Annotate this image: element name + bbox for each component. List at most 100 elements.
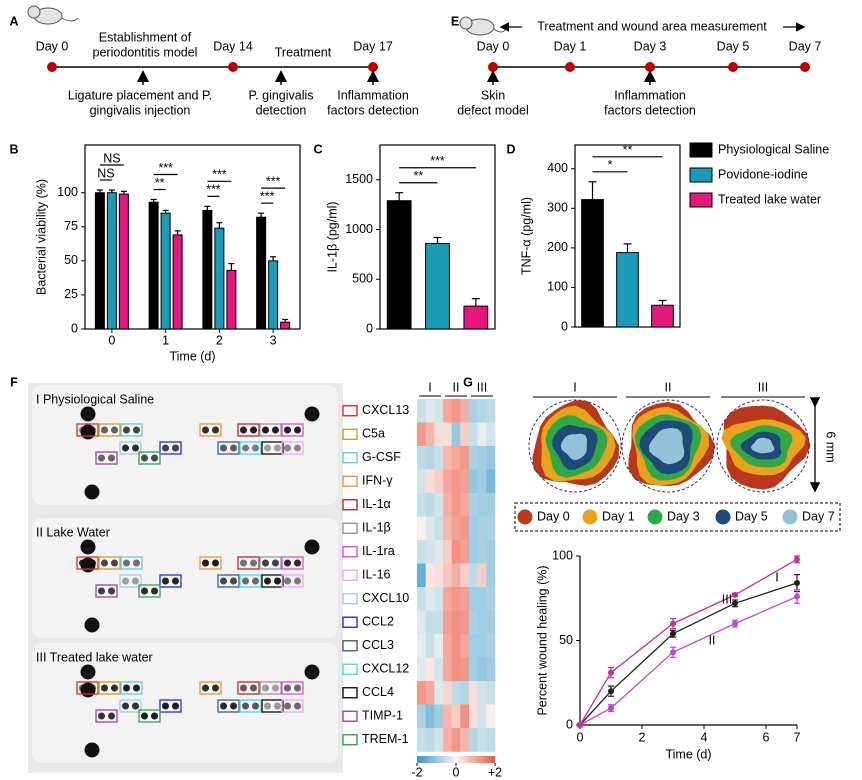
spot xyxy=(250,559,257,567)
legend-swatch xyxy=(689,167,713,183)
spot xyxy=(172,702,179,710)
heatmap-cell xyxy=(469,493,478,517)
heatmap-cell xyxy=(469,540,478,564)
colorbar-label: 0 xyxy=(453,765,460,779)
spot xyxy=(89,559,96,567)
panel-label: F xyxy=(10,375,18,389)
bar xyxy=(226,269,237,330)
row-color-key xyxy=(342,428,358,440)
heatmap-cell xyxy=(486,634,496,658)
blot-membrane xyxy=(32,643,338,763)
row-label: G-CSF xyxy=(362,450,401,464)
row-color-key xyxy=(342,734,358,746)
spot xyxy=(230,444,237,452)
heatmap-cell xyxy=(417,422,426,447)
step-label: gingivalis injection xyxy=(90,103,191,117)
spot-box xyxy=(95,584,118,598)
legend-label: Physiological Saline xyxy=(718,142,829,156)
heatmap-cell xyxy=(425,469,435,494)
mouse-icon xyxy=(27,5,79,25)
heatmap-cell xyxy=(477,422,487,447)
x-tick-label: 7 xyxy=(794,730,801,744)
spot-box xyxy=(237,556,260,570)
y-axis-label: IL-1β (pg/ml) xyxy=(325,201,339,272)
legend-marker xyxy=(782,509,798,525)
heatmap-cell xyxy=(451,563,461,588)
y-tick-label: 300 xyxy=(547,201,568,215)
row-color-key xyxy=(342,546,358,558)
reference-spot xyxy=(80,664,96,680)
row-label: TIMP-1 xyxy=(362,709,403,723)
heatmap-cell xyxy=(477,563,487,588)
spot xyxy=(89,684,96,692)
reference-spot xyxy=(84,617,100,633)
heatmap-cell xyxy=(486,681,496,705)
bar xyxy=(651,304,674,328)
heatmap-cell xyxy=(425,610,435,635)
heatmap-cell xyxy=(443,469,452,494)
row-label: CCL4 xyxy=(362,685,394,699)
reference-spot xyxy=(80,539,96,555)
heatmap-cell xyxy=(460,681,470,705)
group-label: II xyxy=(665,380,672,394)
heatmap-cell xyxy=(460,540,470,564)
spot-box xyxy=(261,441,284,455)
y-tick-label: 50 xyxy=(559,633,573,647)
spot xyxy=(294,426,301,434)
x-tick-label: 2 xyxy=(216,333,223,347)
point xyxy=(732,600,738,607)
row-label: CCL3 xyxy=(362,638,394,652)
heatmap-cell xyxy=(434,540,444,564)
spot xyxy=(212,684,219,692)
significance-label: *** xyxy=(430,154,445,168)
spot xyxy=(98,454,105,462)
point xyxy=(608,669,614,676)
legend-label: Povidone-iodine xyxy=(718,167,808,181)
bar xyxy=(172,234,183,330)
spot xyxy=(133,559,140,567)
spot-box xyxy=(281,441,304,455)
spot xyxy=(123,684,130,692)
spot xyxy=(252,444,259,452)
spot xyxy=(284,444,291,452)
spot xyxy=(230,702,237,710)
wound-outline xyxy=(716,399,810,493)
colorbar-label: -2 xyxy=(411,765,422,779)
heatmap-cell xyxy=(425,634,435,658)
row-label: IL-1α xyxy=(362,497,391,511)
legend-label: Day 0 xyxy=(537,509,570,523)
heatmap-cell xyxy=(460,446,470,470)
row-label: CXCL10 xyxy=(362,591,409,605)
spot xyxy=(250,426,257,434)
y-tick-label: 0 xyxy=(561,319,568,333)
bar xyxy=(616,252,639,328)
spot xyxy=(162,577,169,585)
heatmap-cell xyxy=(477,399,487,423)
heatmap-cell xyxy=(460,516,470,541)
group-label: I xyxy=(573,380,576,394)
spot xyxy=(98,712,105,720)
spot xyxy=(242,577,249,585)
scale-label: 6 mm xyxy=(824,431,838,462)
row-color-key xyxy=(342,593,358,605)
heatmap-cell xyxy=(417,634,426,658)
spot xyxy=(212,559,219,567)
y-tick-label: 100 xyxy=(57,185,78,199)
spot xyxy=(202,684,209,692)
heatmap-cell xyxy=(469,728,478,752)
legend-box xyxy=(514,502,841,532)
significance-label: NS xyxy=(103,151,120,165)
point xyxy=(670,620,676,627)
heatmap-cell xyxy=(486,704,496,729)
spot-box xyxy=(259,423,282,437)
spot xyxy=(220,577,227,585)
heatmap-cell xyxy=(451,469,461,494)
spot-box xyxy=(281,681,304,695)
spot xyxy=(274,702,281,710)
colorbar-label: +2 xyxy=(488,765,502,779)
heatmap-cell xyxy=(451,704,461,729)
y-tick-label: 500 xyxy=(352,272,373,286)
heatmap-cell xyxy=(425,516,435,541)
spot xyxy=(101,684,108,692)
spot-box xyxy=(217,699,240,713)
